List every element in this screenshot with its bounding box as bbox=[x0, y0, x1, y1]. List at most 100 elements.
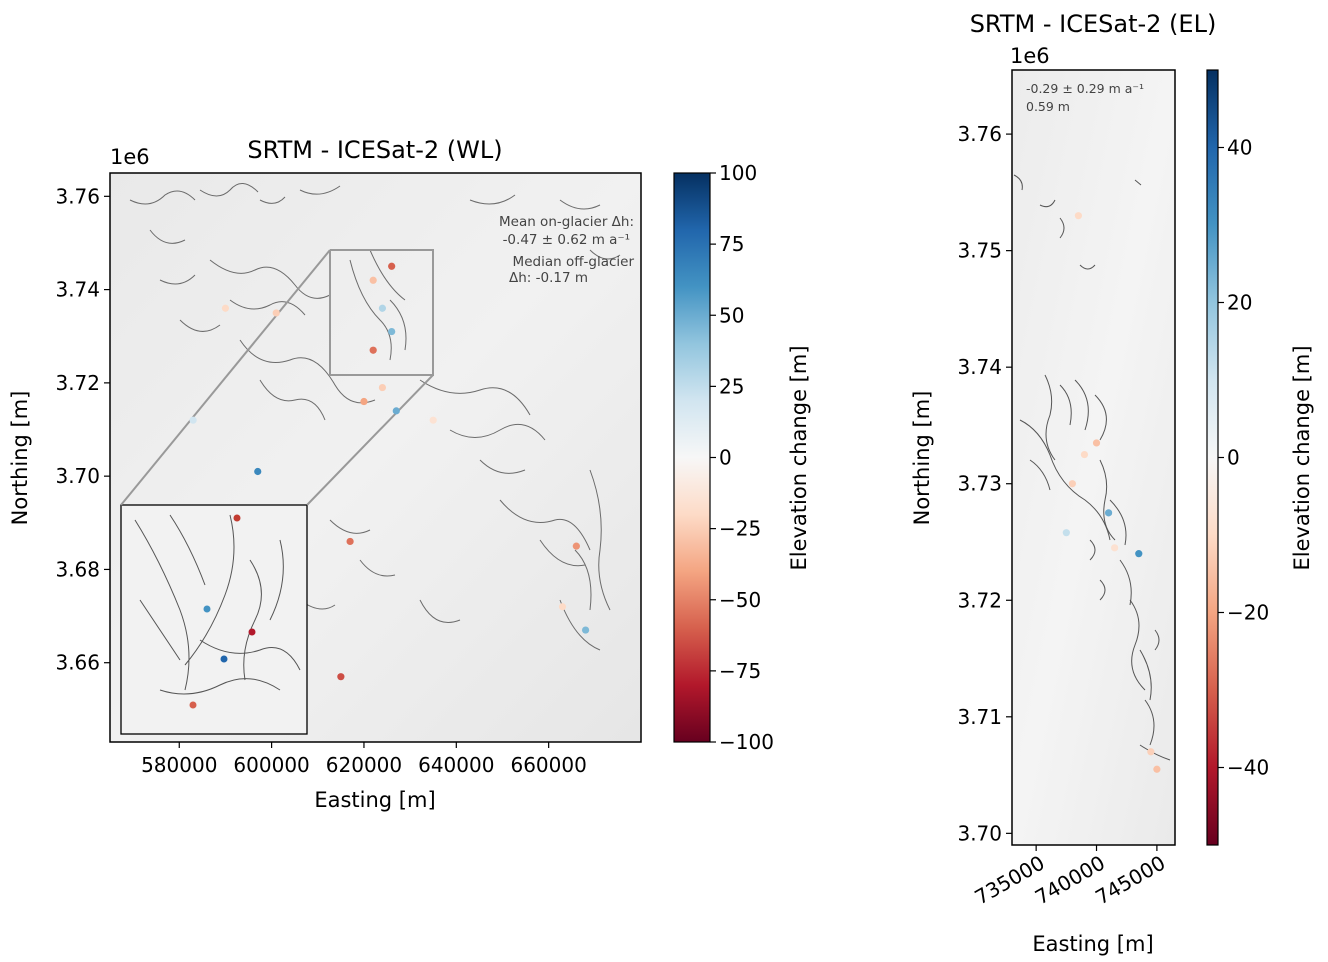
colorbar-tick-label: 40 bbox=[1227, 136, 1252, 160]
y-tick-label: 3.75 bbox=[957, 239, 1002, 263]
y-tick-label: 3.68 bbox=[55, 557, 100, 581]
x-tick-label: 640000 bbox=[418, 753, 494, 777]
data-point bbox=[221, 304, 230, 312]
annotation-line: Median off-glacier bbox=[513, 254, 635, 270]
data-point bbox=[572, 542, 580, 550]
data-point bbox=[558, 603, 567, 611]
colorbar-label-wl: Elevation change [m] bbox=[787, 345, 811, 570]
data-point bbox=[1062, 529, 1070, 537]
colorbar-tick-label: 50 bbox=[719, 303, 744, 327]
data-point bbox=[392, 407, 400, 415]
chart-title-el: SRTM - ICESat-2 (EL) bbox=[970, 10, 1217, 38]
colorbar-el bbox=[1206, 69, 1219, 846]
y-ticks-el: 3.70 3.71 3.72 3.73 3.74 3.75 3.76 bbox=[957, 122, 1012, 845]
connector-bottom bbox=[306, 374, 434, 506]
data-point bbox=[1135, 550, 1143, 558]
data-point bbox=[346, 537, 354, 546]
colorbar-ticks-el: 40 20 0 −20 −40 bbox=[1218, 136, 1269, 780]
y-tick-label: 3.71 bbox=[957, 705, 1002, 729]
y-tick-label: 3.73 bbox=[957, 472, 1002, 496]
y-tick-label: 3.74 bbox=[55, 278, 100, 302]
plot-frame-el bbox=[1011, 69, 1176, 846]
inset-point bbox=[220, 655, 228, 663]
y-tick-label: 3.66 bbox=[55, 651, 100, 675]
connector-top bbox=[120, 249, 331, 506]
y-tick-label: 3.70 bbox=[55, 464, 100, 488]
colorbar-tick-label: −100 bbox=[719, 730, 774, 754]
inset-point bbox=[203, 605, 211, 613]
y-tick-label: 3.76 bbox=[957, 122, 1002, 146]
map-background-el bbox=[1012, 70, 1175, 845]
x-tick-label: 580000 bbox=[141, 753, 217, 777]
points-wl bbox=[189, 262, 590, 681]
data-point bbox=[1074, 212, 1083, 220]
data-point bbox=[378, 304, 387, 312]
data-point bbox=[429, 416, 437, 424]
data-point bbox=[1080, 450, 1089, 459]
glacier-outlines-wl bbox=[129, 183, 621, 651]
data-point bbox=[337, 673, 345, 681]
colorbar-ticks-wl: 100 75 50 25 0 −25 −50 −75 −100 bbox=[710, 161, 774, 754]
annotation-line: -0.29 ± 0.29 m a⁻¹ bbox=[1026, 81, 1144, 96]
x-ticks-wl: 580000 600000 620000 640000 660000 bbox=[141, 742, 587, 777]
x-tick-label: 660000 bbox=[510, 753, 586, 777]
annotation-line: -0.47 ± 0.62 m a⁻¹ bbox=[503, 232, 630, 248]
y-axis-label-wl: Northing [m] bbox=[8, 391, 32, 526]
y-tick-label: 3.74 bbox=[957, 355, 1002, 379]
colorbar-tick-label: 20 bbox=[1227, 291, 1252, 315]
colorbar-tick-label: −50 bbox=[719, 588, 761, 612]
data-point bbox=[1068, 480, 1076, 488]
data-point bbox=[388, 327, 396, 336]
x-tick-label: 745000 bbox=[1091, 851, 1169, 910]
y-offset-el: 1e6 bbox=[1010, 44, 1050, 68]
data-point bbox=[189, 416, 197, 424]
y-offset-wl: 1e6 bbox=[110, 145, 150, 169]
inset-point bbox=[189, 701, 197, 709]
plot-frame-wl bbox=[109, 172, 642, 743]
x-tick-label: 620000 bbox=[326, 753, 402, 777]
data-point bbox=[581, 626, 590, 634]
colorbar-tick-label: 75 bbox=[719, 232, 744, 256]
colorbar-tick-label: −75 bbox=[719, 659, 761, 683]
chart-title-wl: SRTM - ICESat-2 (WL) bbox=[247, 136, 502, 164]
data-point bbox=[1092, 439, 1101, 447]
x-tick-label: 600000 bbox=[233, 753, 309, 777]
annotation-line: Mean on-glacier Δh: bbox=[499, 214, 634, 230]
data-point bbox=[369, 276, 377, 284]
inset-outlines bbox=[134, 514, 301, 695]
colorbar-tick-label: 0 bbox=[719, 446, 732, 470]
colorbar-tick-label: −20 bbox=[1227, 601, 1269, 625]
data-point bbox=[1153, 765, 1161, 773]
data-point bbox=[378, 383, 387, 392]
y-axis-label-el: Northing [m] bbox=[910, 391, 934, 526]
colorbar-label-el: Elevation change [m] bbox=[1290, 345, 1314, 570]
colorbar-wl bbox=[673, 172, 711, 743]
panel-wl: 580000 600000 620000 640000 660000 3.663.683… bbox=[8, 136, 811, 812]
x-axis-label-wl: Easting [m] bbox=[314, 788, 435, 812]
y-tick-label: 3.70 bbox=[957, 821, 1002, 845]
y-ticks-wl: 3.66 3.68 3.70 3.72 3.74 3.76 bbox=[55, 184, 110, 675]
y-tick-label: 3.76 bbox=[55, 184, 100, 208]
data-point bbox=[1111, 544, 1119, 552]
data-point bbox=[272, 309, 280, 317]
colorbar-tick-label: −25 bbox=[719, 517, 761, 541]
data-point bbox=[360, 397, 368, 406]
colorbar-tick-label: −40 bbox=[1227, 756, 1269, 780]
data-point bbox=[369, 346, 377, 354]
annotation-line: 0.59 m bbox=[1026, 99, 1070, 114]
colorbar-tick-label: 0 bbox=[1227, 446, 1240, 470]
inset-point bbox=[248, 628, 256, 636]
glacier-outlines-el bbox=[1013, 174, 1171, 761]
colorbar-tick-label: 100 bbox=[719, 161, 757, 185]
data-point bbox=[254, 467, 262, 476]
colorbar-tick-label: 25 bbox=[719, 374, 744, 398]
inset-point bbox=[233, 514, 241, 522]
inset-wl bbox=[120, 249, 434, 735]
data-point bbox=[388, 262, 396, 270]
y-tick-label: 3.72 bbox=[55, 371, 100, 395]
annotation-line: Δh: -0.17 m bbox=[509, 270, 588, 286]
data-point bbox=[1104, 509, 1113, 517]
